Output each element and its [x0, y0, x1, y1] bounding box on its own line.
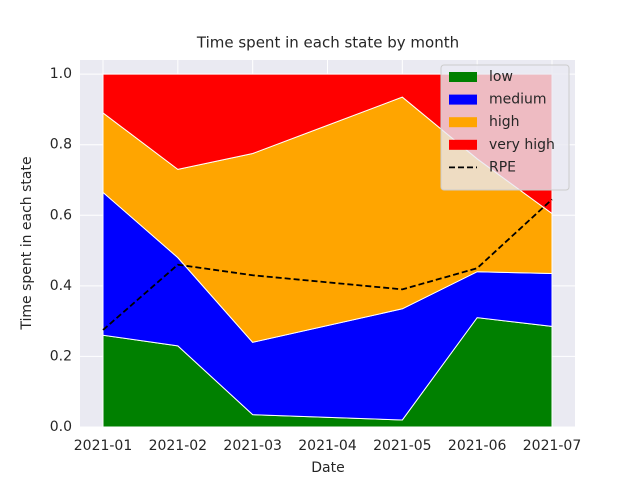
x-tick-label: 2021-02 — [149, 438, 208, 454]
x-tick-label: 2021-03 — [223, 438, 282, 454]
x-tick-label: 2021-06 — [448, 438, 507, 454]
legend-label: high — [489, 114, 520, 130]
areas — [102, 73, 553, 428]
line — [102, 198, 553, 331]
labels: 0.0 0.2 0.4 0.6 0.8 1.0 2021-01 2021-02 2021-03 2… — [50, 66, 582, 454]
x-tick-label: 2021-07 — [523, 438, 582, 454]
legend-swatch — [449, 72, 477, 82]
x-tick-label: 2021-04 — [298, 438, 357, 454]
legend-label: medium — [489, 92, 547, 108]
legend-swatch — [449, 139, 477, 150]
y-tick-label: 0.4 — [50, 278, 72, 294]
y-tick-label: 1.0 — [50, 66, 72, 82]
legend-swatch — [449, 94, 477, 105]
legend-label: RPE — [489, 159, 516, 175]
x-tick-label: 2021-01 — [74, 438, 133, 454]
area — [102, 73, 553, 215]
y-tick-label: 0.0 — [50, 419, 72, 435]
y-tick-label: 0.8 — [50, 137, 72, 153]
y-tick-label: 0.6 — [50, 207, 72, 223]
lines — [102, 198, 553, 331]
chart-title: Time spent in each state by month — [196, 34, 459, 52]
y-tick-label: 0.2 — [50, 348, 72, 364]
legend-swatch — [449, 117, 477, 128]
legend-label: very high — [489, 137, 555, 153]
legend: low medium high very high RPE — [440, 64, 570, 191]
x-axis-label: Date — [311, 460, 344, 476]
x-tick-label: 2021-05 — [373, 438, 432, 454]
legend-label: low — [489, 69, 513, 85]
y-axis-label: Time spent in each state — [19, 156, 35, 330]
